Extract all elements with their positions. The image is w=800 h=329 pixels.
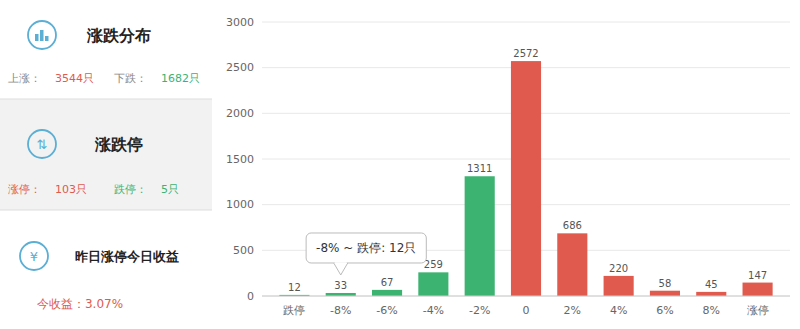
x-tick-label: -8% [330, 304, 351, 317]
panel-text: 涨停： [8, 183, 41, 196]
y-tick-label: 2500 [226, 61, 254, 74]
y-tick-label: 1000 [226, 198, 254, 211]
panel-text: 1682只 [161, 72, 200, 85]
x-tick-label: 8% [703, 304, 720, 317]
grid-line [262, 296, 790, 297]
data-label: 45 [705, 279, 718, 290]
panel-title: 涨跌分布 [86, 26, 151, 45]
x-axis-line [262, 296, 790, 297]
data-label: 67 [381, 277, 394, 288]
bar [511, 61, 541, 296]
panel-section [0, 0, 212, 99]
bar-chart: 0 500 1000 1500 2000 2500 3000 跌停 -8% -6% -4% -2% 0 2… [226, 16, 790, 317]
tooltip-box [306, 233, 426, 263]
x-tick-label: 2% [564, 304, 581, 317]
data-label: 33 [334, 280, 347, 291]
panel-icon-circle [28, 21, 56, 49]
bar [557, 233, 587, 296]
bar [418, 272, 448, 296]
panel-icon-circle [20, 242, 48, 270]
tooltip-pointer-join [335, 262, 347, 264]
bar [743, 283, 773, 296]
panel-text: 上涨： [8, 72, 41, 85]
panel-text: 跌停： [114, 183, 147, 196]
y-tick-label: 500 [233, 244, 254, 257]
x-tick-label: 0 [523, 304, 530, 317]
panel-divider [0, 99, 212, 100]
tooltip: -8% ~ 跌停: 12只 [306, 233, 426, 275]
data-label: 12 [288, 282, 301, 293]
data-label: 147 [748, 270, 767, 281]
data-label: 2572 [513, 48, 538, 59]
x-tick-label: 涨停 [747, 304, 769, 317]
panel-section [0, 210, 212, 329]
y-tick-label: 2000 [226, 107, 254, 120]
chart-root: 涨跌分布上涨： 3544只 下跌： 1682只涨跌停涨停： 103只 跌停： 5只昨日涨停今… [0, 0, 800, 329]
panel-text: 3544只 [55, 72, 94, 85]
data-label: 259 [424, 259, 443, 270]
panel-text: 涨跌停 [94, 135, 143, 154]
x-tick-label: 4% [610, 304, 627, 317]
data-label: 686 [563, 220, 582, 231]
panel-icon-circle [28, 130, 56, 158]
panel-divider [0, 210, 212, 211]
panel-text: ¥ [30, 249, 38, 264]
bars [279, 61, 772, 296]
bar [650, 291, 680, 296]
panel-text: ⇅ [37, 137, 48, 152]
side-panel: 涨跌分布上涨： 3544只 下跌： 1682只涨跌停涨停： 103只 跌停： 5只昨日涨停今… [0, 0, 212, 329]
x-tick-label: 跌停 [283, 304, 305, 317]
panel-section [0, 99, 212, 210]
panel-icon-glyph [45, 36, 49, 41]
y-tick-label: 0 [247, 290, 254, 303]
y-tick-label: 1500 [226, 153, 254, 166]
panel-text: 5只 [161, 183, 179, 196]
data-label: 1311 [467, 163, 492, 174]
panel-text: 今收益：3.07% [37, 297, 123, 311]
panel-icon-glyph [35, 34, 39, 41]
data-label: 220 [609, 263, 628, 274]
x-tick-label: -2% [469, 304, 490, 317]
panel-text: 下跌： [114, 72, 147, 85]
panel-icon-glyph [40, 30, 44, 41]
x-tick-label: -4% [423, 304, 444, 317]
x-tick-label: -6% [376, 304, 397, 317]
x-tick-label: 6% [656, 304, 673, 317]
y-tick-label: 3000 [226, 16, 254, 29]
grid-line [262, 22, 790, 23]
bar [372, 290, 402, 296]
bar [604, 276, 634, 296]
panel-text: 昨日涨停今日收益 [75, 249, 179, 264]
bar [465, 176, 495, 296]
data-label: 58 [659, 278, 672, 289]
bar [696, 292, 726, 296]
tooltip-text: -8% ~ 跌停: 12只 [316, 241, 416, 255]
panel-text: 103只 [55, 183, 87, 196]
tooltip-pointer [334, 263, 348, 275]
